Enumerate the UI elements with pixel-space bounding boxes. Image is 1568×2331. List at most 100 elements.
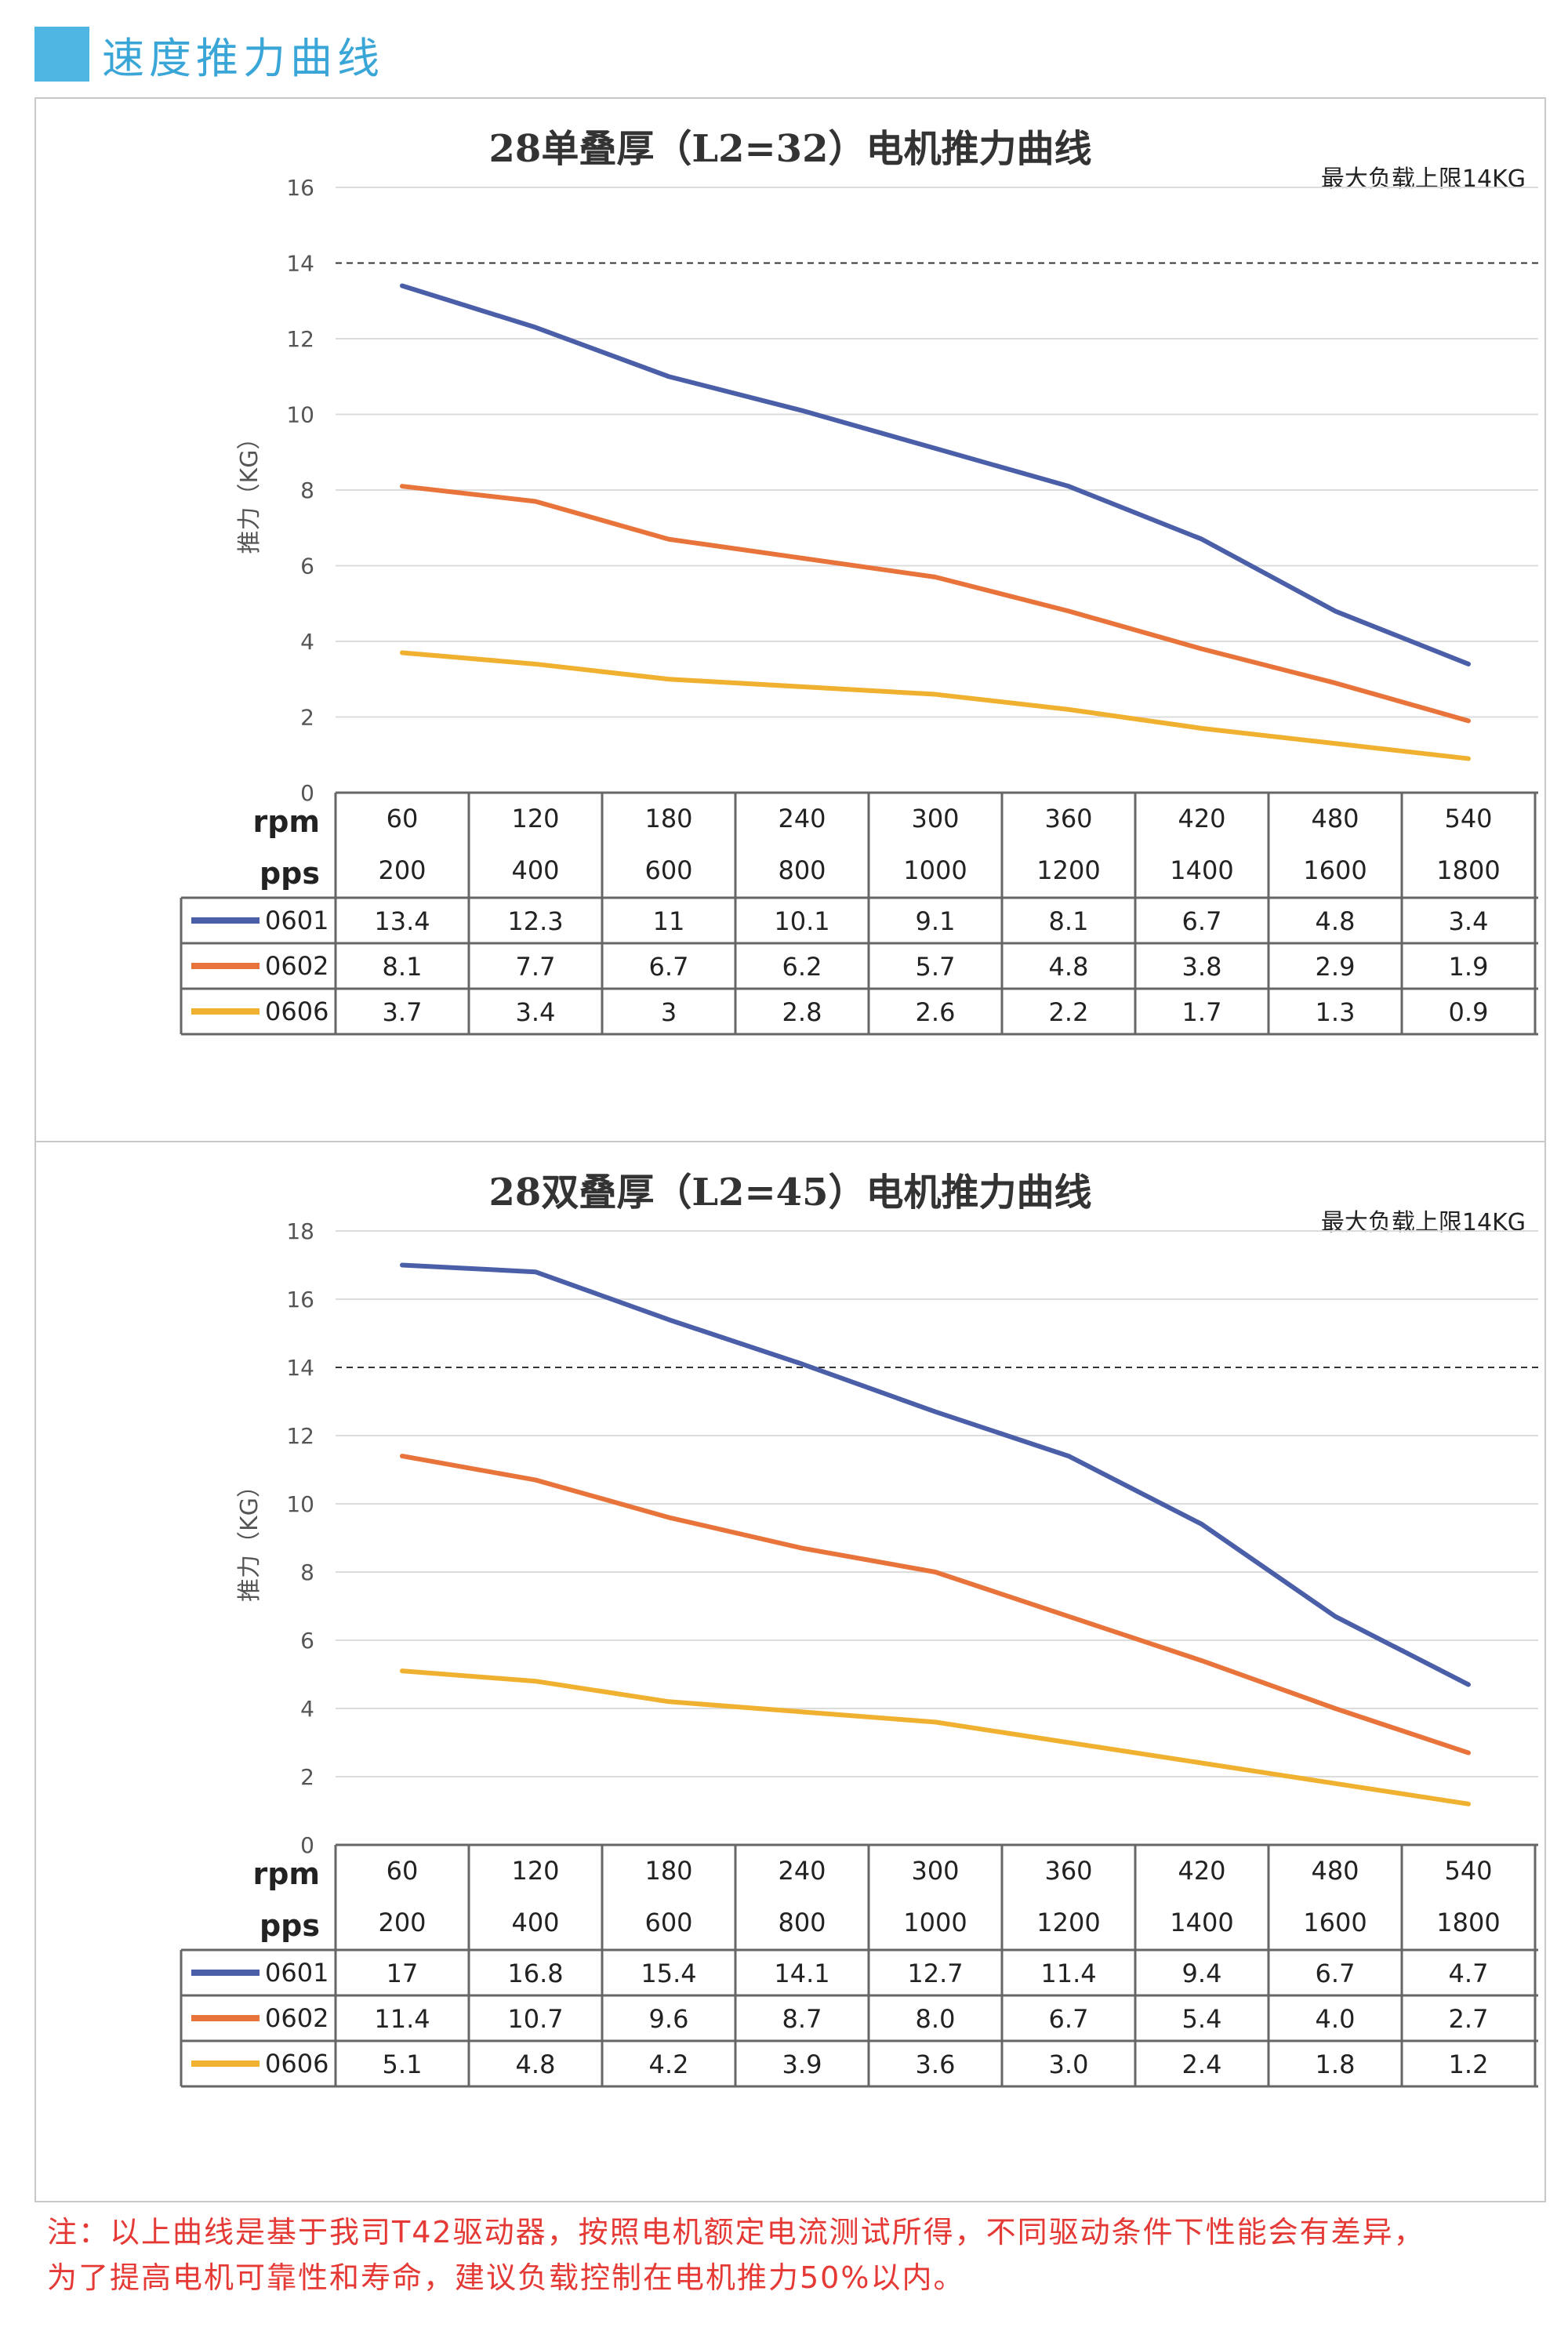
data-cell-0602: 6.2: [782, 952, 822, 982]
row-label-pps: pps: [260, 856, 320, 891]
rpm-cell: 180: [644, 804, 692, 833]
data-cell-0606: 1.8: [1316, 2050, 1356, 2079]
section-title: 速度推力曲线: [102, 33, 384, 83]
y-axis-label: 推力（KG）: [236, 427, 263, 554]
y-axis-label: 推力（KG）: [236, 1474, 263, 1602]
rpm-cell: 540: [1444, 1856, 1492, 1886]
series-line-0606: [400, 1668, 1471, 1806]
rpm-cell: 300: [911, 804, 959, 833]
pps-cell: 1600: [1303, 1908, 1367, 1937]
y-tick-label: 16: [286, 1287, 314, 1313]
data-cell-0602: 8.0: [916, 2004, 956, 2034]
pps-cell: 1800: [1436, 1908, 1500, 1937]
series-line-0601: [400, 283, 1471, 666]
series-line-0602: [400, 1454, 1471, 1756]
data-cell-0602: 2.9: [1316, 952, 1356, 982]
y-tick-label: 6: [300, 1628, 314, 1654]
y-tick-label: 16: [286, 175, 314, 201]
data-cell-0601: 12.3: [507, 906, 563, 936]
rpm-cell: 180: [644, 1856, 692, 1886]
data-cell-0601: 4.8: [1316, 906, 1356, 936]
pps-cell: 1000: [903, 855, 967, 885]
y-tick-label: 14: [286, 1355, 314, 1381]
data-cell-0606: 3.7: [383, 997, 423, 1027]
chart-title: 28单叠厚（L2=32）电机推力曲线: [489, 127, 1092, 171]
data-cell-0602: 8.7: [782, 2004, 822, 2034]
data-cell-0606: 0.9: [1449, 997, 1489, 1027]
data-cell-0601: 4.7: [1449, 1959, 1489, 1988]
data-cell-0601: 14.1: [774, 1959, 829, 1988]
data-cell-0602: 5.7: [916, 952, 956, 982]
legend-label-0606: 0606: [265, 997, 328, 1026]
data-cell-0602: 3.8: [1182, 952, 1222, 982]
rpm-cell: 120: [511, 1856, 559, 1886]
legend-label-0601: 0601: [265, 906, 328, 935]
pps-cell: 200: [378, 1908, 426, 1937]
y-tick-label: 2: [300, 705, 314, 731]
rpm-cell: 120: [511, 804, 559, 833]
pps-cell: 1200: [1036, 855, 1100, 885]
legend-label-0606: 0606: [265, 2049, 328, 2079]
y-tick-label: 12: [286, 326, 314, 352]
y-tick-label: 6: [300, 554, 314, 579]
rpm-cell: 240: [778, 1856, 826, 1886]
rpm-cell: 240: [778, 804, 826, 833]
row-label-rpm: rpm: [252, 1857, 320, 1891]
data-cell-0606: 1.7: [1182, 997, 1222, 1027]
row-label-rpm: rpm: [252, 804, 320, 839]
max-load-annotation: 最大负载上限14KG: [1321, 165, 1526, 193]
chart-panel-single: 28单叠厚（L2=32）电机推力曲线 最大负载上限14KG 0 2 4 6 8 10 12 14 1…: [34, 97, 1546, 1143]
data-cell-0606: 1.2: [1449, 2050, 1489, 2079]
data-cell-0602: 8.1: [383, 952, 423, 982]
series-line-0601: [400, 1262, 1471, 1687]
pps-cell: 200: [378, 855, 426, 885]
legend-label-0602: 0602: [265, 951, 328, 981]
pps-cell: 600: [644, 855, 692, 885]
data-cell-0601: 8.1: [1049, 906, 1089, 936]
row-label-pps: pps: [260, 1908, 320, 1943]
data-cell-0602: 2.7: [1449, 2004, 1489, 2034]
data-cell-0602: 6.7: [649, 952, 689, 982]
data-cell-0601: 10.1: [774, 906, 829, 936]
pps-cell: 1200: [1036, 1908, 1100, 1937]
pps-cell: 1400: [1170, 855, 1233, 885]
data-cell-0602: 4.0: [1316, 2004, 1356, 2034]
footnote-line-1: 注：以上曲线是基于我司T42驱动器，按照电机额定电流测试所得，不同驱动条件下性能…: [47, 2215, 1425, 2249]
data-cell-0606: 5.1: [383, 2050, 423, 2079]
data-cell-0606: 3.4: [516, 997, 556, 1027]
legend-label-0602: 0602: [265, 2003, 328, 2033]
data-cell-0602: 11.4: [374, 2004, 430, 2034]
y-tick-label: 18: [286, 1218, 314, 1244]
rpm-cell: 480: [1311, 1856, 1359, 1886]
data-cell-0602: 1.9: [1449, 952, 1489, 982]
chart-title: 28双叠厚（L2=45）电机推力曲线: [489, 1171, 1092, 1215]
data-cell-0602: 9.6: [649, 2004, 689, 2034]
series-line-0602: [400, 484, 1471, 724]
y-tick-label: 4: [300, 629, 314, 655]
pps-cell: 600: [644, 1908, 692, 1937]
y-tick-label: 8: [300, 1559, 314, 1585]
data-cell-0602: 10.7: [507, 2004, 563, 2034]
y-tick-label: 10: [286, 1491, 314, 1517]
data-cell-0602: 7.7: [516, 952, 556, 982]
section-header: 速度推力曲线: [34, 27, 384, 83]
footnote: 注：以上曲线是基于我司T42驱动器，按照电机额定电流测试所得，不同驱动条件下性能…: [47, 2209, 1552, 2300]
header-square-icon: [34, 27, 89, 82]
data-cell-0601: 12.7: [907, 1959, 963, 1988]
data-cell-0606: 3.0: [1049, 2050, 1089, 2079]
pps-cell: 400: [511, 855, 559, 885]
chart-panel-double: 28双叠厚（L2=45）电机推力曲线 最大负载上限14KG 0 2 4 6 8 10 12 14 1…: [34, 1141, 1546, 2202]
pps-cell: 400: [511, 1908, 559, 1937]
y-tick-label: 8: [300, 477, 314, 503]
data-cell-0601: 6.7: [1182, 906, 1222, 936]
rpm-cell: 60: [387, 1856, 419, 1886]
data-cell-0601: 3.4: [1449, 906, 1489, 936]
rpm-cell: 360: [1044, 1856, 1092, 1886]
data-cell-0606: 2.8: [782, 997, 822, 1027]
data-cell-0606: 1.3: [1316, 997, 1356, 1027]
data-cell-0606: 3.6: [916, 2050, 956, 2079]
y-tick-label: 12: [286, 1423, 314, 1449]
pps-cell: 1000: [903, 1908, 967, 1937]
